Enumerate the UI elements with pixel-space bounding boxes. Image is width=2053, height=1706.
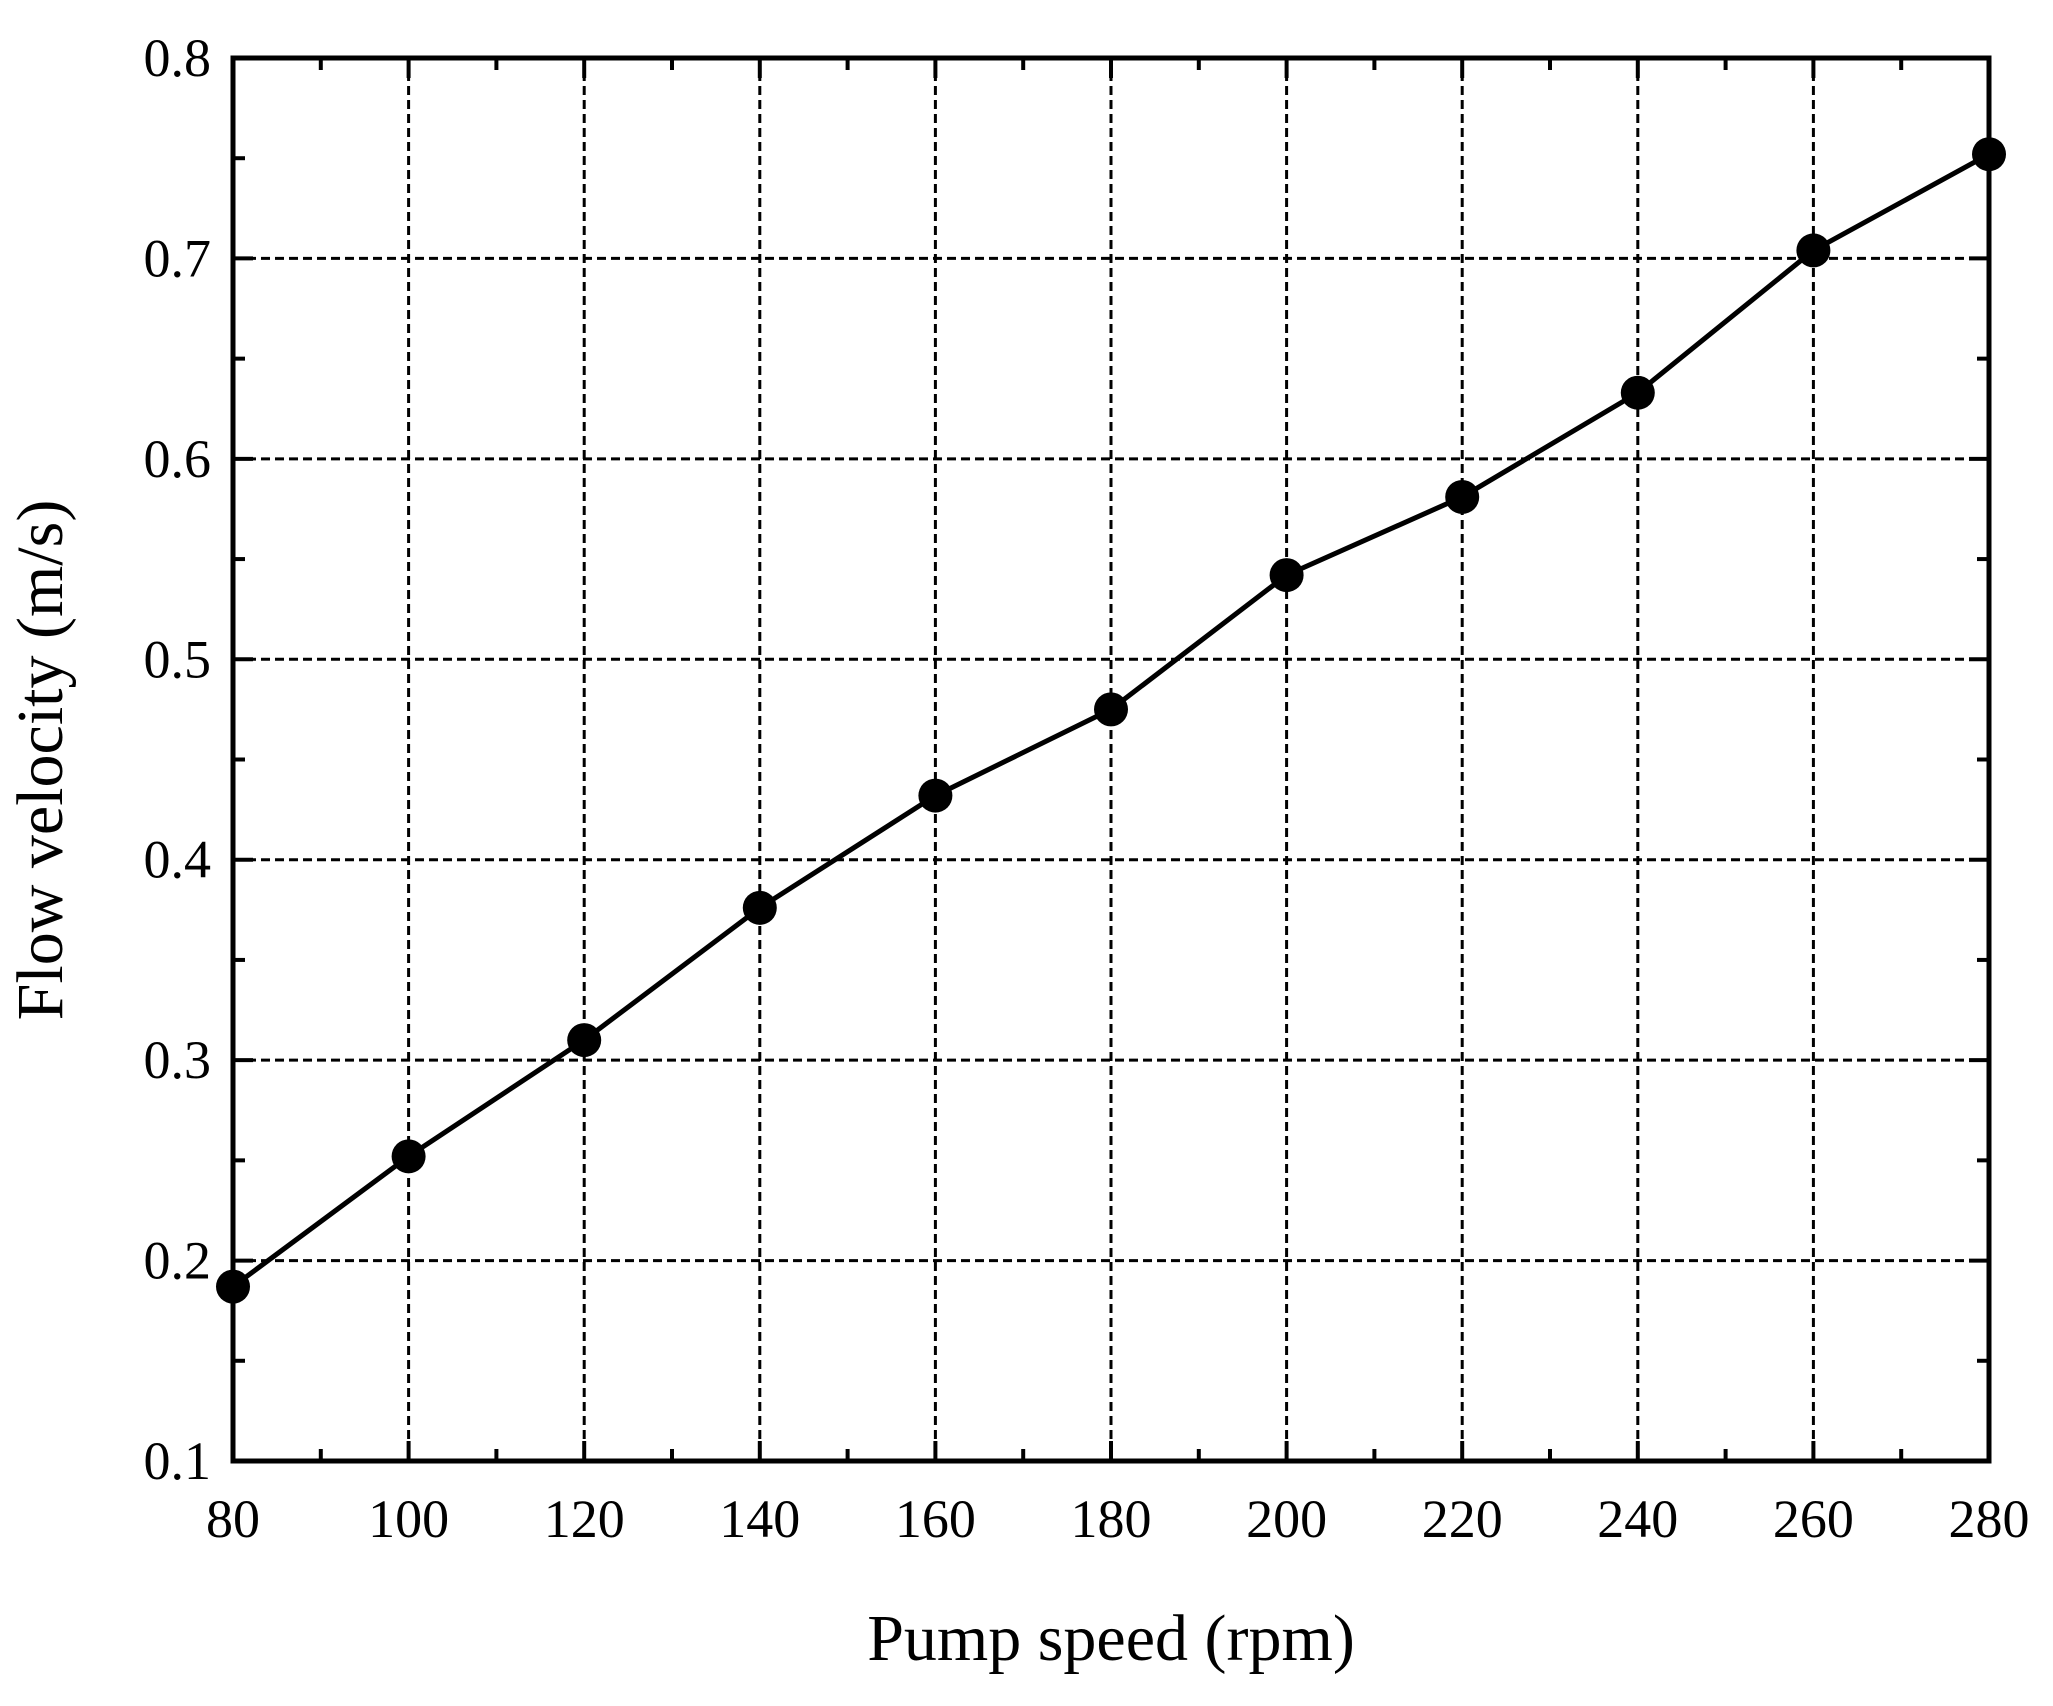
tick-labels: 80 100 120 140 160 180 200 220 240 260 280 0.1 0.2 0.… xyxy=(144,28,2030,1549)
x-tick-label: 100 xyxy=(368,1489,449,1549)
x-axis-title: Pump speed (rpm) xyxy=(867,1602,1355,1675)
x-tick-label: 80 xyxy=(206,1489,260,1549)
data-point xyxy=(1796,233,1831,268)
x-tick-label: 280 xyxy=(1949,1489,2030,1549)
data-point xyxy=(567,1023,602,1058)
x-tick-label: 220 xyxy=(1422,1489,1503,1549)
data-point xyxy=(1620,375,1655,410)
data-point xyxy=(1269,558,1304,593)
x-tick-label: 260 xyxy=(1773,1489,1854,1549)
x-tick-label: 160 xyxy=(895,1489,976,1549)
x-tick-label: 180 xyxy=(1071,1489,1152,1549)
x-tick-label: 240 xyxy=(1597,1489,1678,1549)
data-point xyxy=(1445,479,1480,514)
y-tick-label: 0.2 xyxy=(144,1231,212,1291)
plot-frame xyxy=(230,55,1992,1464)
data-series xyxy=(216,137,2006,1304)
x-tick-label: 140 xyxy=(719,1489,800,1549)
data-point xyxy=(742,890,777,925)
y-tick-label: 0.4 xyxy=(144,830,212,890)
y-tick-label: 0.6 xyxy=(144,429,212,489)
x-tick-label: 120 xyxy=(544,1489,625,1549)
y-tick-label: 0.1 xyxy=(144,1431,212,1491)
y-tick-label: 0.8 xyxy=(144,28,212,88)
grid-lines xyxy=(233,58,1989,1461)
data-point xyxy=(918,778,953,813)
y-tick-label: 0.5 xyxy=(144,629,212,689)
y-tick-label: 0.3 xyxy=(144,1030,212,1090)
data-point xyxy=(1094,692,1128,727)
y-axis-title: Flow velocity (m/s) xyxy=(4,500,77,1021)
data-point xyxy=(391,1139,426,1174)
y-tick-label: 0.7 xyxy=(144,228,212,288)
x-tick-label: 200 xyxy=(1246,1489,1327,1549)
